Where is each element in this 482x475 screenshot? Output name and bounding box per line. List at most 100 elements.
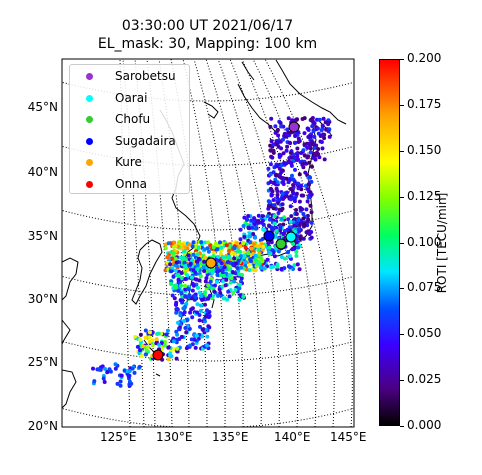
roti-point — [271, 142, 276, 147]
latitude-tick-label: 25°N — [27, 355, 58, 369]
roti-point — [316, 147, 321, 151]
roti-point — [275, 195, 280, 200]
colorbar-tick-label: 0.175 — [407, 96, 442, 111]
roti-point — [143, 335, 148, 340]
roti-point — [297, 172, 302, 177]
roti-point — [198, 324, 202, 329]
roti-point — [300, 117, 305, 121]
roti-point — [238, 227, 243, 232]
roti-point — [279, 267, 284, 272]
roti-point — [165, 255, 170, 260]
roti-point — [302, 142, 307, 147]
roti-point — [163, 242, 168, 247]
roti-point — [280, 202, 285, 207]
roti-point — [175, 346, 180, 351]
roti-point — [288, 265, 293, 269]
roti-point — [157, 342, 162, 347]
roti-point — [256, 219, 261, 223]
roti-point — [306, 195, 311, 200]
roti-point — [267, 250, 271, 255]
roti-point — [206, 296, 211, 301]
station-marker-onna — [152, 349, 164, 361]
roti-point — [164, 332, 169, 337]
roti-point — [271, 264, 276, 269]
station-marker-kure — [205, 257, 217, 269]
roti-point — [247, 268, 252, 273]
roti-point — [113, 362, 118, 367]
roti-point — [246, 262, 251, 267]
roti-point — [203, 279, 208, 284]
chart-title-line2: EL_mask: 30, Mapping: 100 km — [97, 36, 318, 52]
latitude-tick-label: 45°N — [27, 100, 58, 114]
latitude-gridline — [62, 209, 354, 231]
roti-point — [252, 235, 257, 240]
roti-point — [233, 288, 238, 292]
roti-point — [315, 126, 320, 131]
legend-label: Kure — [115, 155, 142, 169]
roti-point — [290, 173, 294, 178]
roti-point — [176, 277, 181, 282]
roti-point — [312, 134, 317, 139]
roti-point — [232, 246, 237, 251]
roti-point — [322, 136, 327, 141]
roti-point — [188, 310, 193, 315]
roti-point — [286, 116, 291, 121]
roti-point — [236, 258, 241, 263]
roti-point — [198, 308, 203, 313]
longitude-gridline — [229, 59, 299, 427]
roti-point — [174, 273, 179, 278]
legend-entry: Sarobetsu — [70, 67, 188, 87]
roti-point — [196, 285, 200, 290]
roti-point — [242, 215, 247, 220]
roti-point — [182, 249, 187, 254]
roti-point — [200, 297, 205, 302]
roti-point — [291, 183, 296, 187]
roti-point — [294, 191, 299, 196]
roti-point — [215, 247, 220, 252]
roti-point — [299, 183, 304, 188]
roti-point — [286, 217, 291, 222]
station-marker-chofu — [275, 238, 287, 250]
roti-point — [196, 245, 201, 250]
roti-point — [135, 344, 140, 349]
roti-point — [292, 263, 297, 268]
roti-point — [205, 246, 210, 251]
roti-point — [288, 254, 292, 259]
roti-point — [224, 277, 229, 282]
roti-point — [256, 252, 261, 257]
chart-title-line1: 03:30:00 UT 2021/06/17 — [121, 18, 294, 34]
longitude-tick-label: 130°E — [156, 430, 193, 444]
roti-point — [228, 280, 233, 285]
roti-point — [235, 266, 240, 271]
roti-point — [202, 259, 207, 264]
roti-point — [275, 180, 280, 185]
longitude-gridline — [193, 59, 244, 427]
roti-point — [221, 255, 226, 260]
roti-point — [219, 245, 224, 250]
roti-point — [290, 118, 295, 123]
roti-point — [280, 206, 285, 211]
colorbar-tick-mark — [400, 334, 404, 336]
roti-point — [319, 140, 324, 144]
roti-point — [301, 212, 306, 216]
roti-point — [279, 255, 284, 259]
roti-point — [276, 133, 281, 138]
roti-point — [296, 140, 301, 144]
roti-point — [307, 232, 312, 236]
roti-point — [281, 151, 286, 156]
roti-point — [301, 216, 306, 221]
roti-point — [150, 338, 155, 343]
roti-point — [162, 343, 167, 348]
colorbar-tick-mark — [400, 196, 404, 198]
roti-point — [267, 245, 272, 250]
roti-point — [197, 313, 202, 317]
roti-point — [184, 330, 189, 335]
roti-point — [250, 225, 255, 230]
roti-point — [265, 214, 270, 219]
legend-entry: Onna — [70, 175, 188, 195]
roti-point — [179, 276, 184, 281]
roti-point — [103, 366, 107, 371]
roti-point — [286, 250, 291, 254]
roti-point — [170, 293, 175, 298]
